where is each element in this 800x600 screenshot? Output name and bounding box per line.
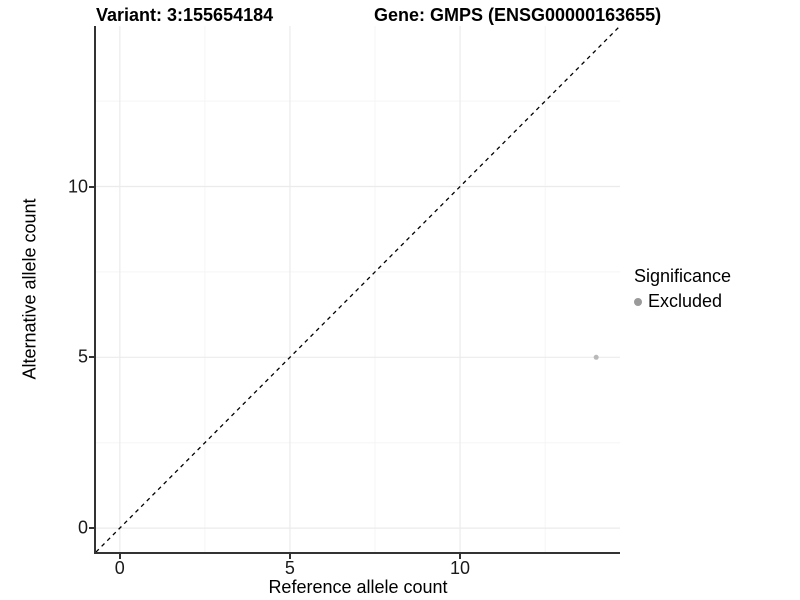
- legend-item-excluded: Excluded: [634, 291, 731, 312]
- x-axis-title: Reference allele count: [268, 577, 448, 597]
- y-axis-tick-label: 10: [67, 176, 88, 197]
- y-axis-tick-mark: [89, 527, 94, 530]
- plot-area: [96, 26, 620, 552]
- x-axis-tick-mark: [288, 554, 291, 559]
- legend: Significance Excluded: [634, 266, 731, 312]
- y-axis-tick-label: 5: [77, 346, 88, 367]
- y-axis-tick-label: 0: [77, 517, 88, 538]
- y-axis-tick-mark: [89, 356, 94, 359]
- x-axis-tick-label: 10: [450, 558, 471, 578]
- x-axis-tick-mark: [459, 554, 462, 559]
- plot-title-variant: Variant: 3:155654184: [96, 5, 274, 25]
- x-axis-tick-label: 0: [114, 558, 125, 578]
- data-point: [593, 354, 599, 360]
- plot-title-gene: Gene: GMPS (ENSG00000163655): [374, 5, 662, 25]
- x-axis-tick-mark: [118, 554, 121, 559]
- y-axis-tick-mark: [89, 185, 94, 188]
- identity-reference-line: [96, 26, 620, 552]
- plot-panel: [94, 26, 620, 554]
- x-axis-tick-label: 5: [284, 558, 295, 578]
- legend-item-label: Excluded: [648, 291, 723, 311]
- legend-title: Significance: [634, 266, 732, 286]
- y-axis-title: Alternative allele count: [19, 198, 40, 380]
- legend-point-icon: [634, 297, 642, 306]
